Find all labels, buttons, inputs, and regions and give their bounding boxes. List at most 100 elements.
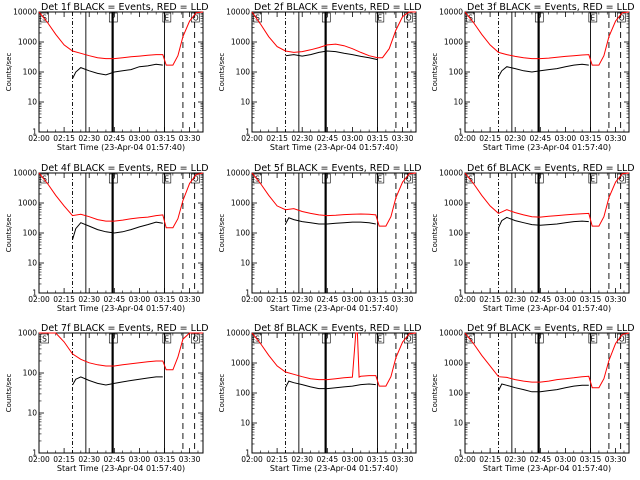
marker-letter: F <box>324 14 328 23</box>
x-tick-label: 03:00 <box>555 134 577 143</box>
x-tick-label: 03:00 <box>342 134 364 143</box>
marker-letter-box <box>253 12 262 23</box>
marker-letter-box <box>466 333 475 344</box>
marker-letter: O <box>193 335 199 344</box>
marker-letter-box <box>253 173 262 184</box>
x-tick-label: 03:00 <box>555 295 577 304</box>
marker-letter: O <box>619 335 625 344</box>
marker-letter-box <box>588 333 598 344</box>
x-tick-label: 02:00 <box>241 295 263 304</box>
marker-letter-box <box>40 173 49 184</box>
x-tick-label: 03:00 <box>342 455 364 464</box>
panel-title: Det 9f BLACK = Events, RED = LLD <box>467 323 635 334</box>
y-axis-label: Counts/sec <box>431 53 439 92</box>
y-tick-label: 1 <box>245 449 250 458</box>
y-tick-label: 10 <box>453 259 463 268</box>
y-axis-label: Counts/sec <box>218 53 226 92</box>
y-tick-label: 1000 <box>18 329 37 338</box>
marker-letter-box <box>375 173 385 184</box>
detector-panel: Det 5f BLACK = Events, RED = LLD 1 10 100 10… <box>218 163 422 313</box>
y-axis-label: Counts/sec <box>431 214 439 253</box>
y-tick-label: 100 <box>23 229 38 238</box>
x-tick-label: 03:30 <box>392 295 414 304</box>
x-axis-label: Start Time (23-Apr-04 01:57:40) <box>57 304 185 313</box>
x-axis-label: Start Time (23-Apr-04 01:57:40) <box>483 464 611 473</box>
y-tick-label: 1 <box>458 128 463 137</box>
marker-letter: F <box>537 335 541 344</box>
x-tick-label: 02:15 <box>266 134 288 143</box>
y-tick-label: 10 <box>453 98 463 107</box>
x-tick-label: 03:00 <box>342 295 364 304</box>
x-tick-label: 02:00 <box>454 134 476 143</box>
x-tick-label: 02:45 <box>103 295 125 304</box>
x-tick-label: 02:30 <box>78 455 100 464</box>
marker-letter: O <box>406 335 412 344</box>
y-tick-label: 100 <box>23 68 38 77</box>
panel-title: Det 6f BLACK = Events, RED = LLD <box>467 163 635 174</box>
y-axis-label: Counts/sec <box>218 374 226 413</box>
x-tick-label: 03:15 <box>580 134 602 143</box>
marker-letter: E <box>590 14 595 23</box>
marker-letter: E <box>164 335 169 344</box>
marker-letter-box <box>616 173 626 184</box>
marker-letter-box <box>253 333 262 344</box>
marker-letter-box <box>403 173 413 184</box>
series-red-line <box>251 11 416 59</box>
marker-letter: E <box>377 14 382 23</box>
y-tick-label: 100 <box>23 369 38 378</box>
detector-panel: Det 3f BLACK = Events, RED = LLD 1 10 100 10… <box>431 2 635 152</box>
y-axis-label: Counts/sec <box>5 374 13 413</box>
detector-panel: Det 4f BLACK = Events, RED = LLD 1 10 100 10… <box>5 163 209 313</box>
y-tick-label: 1000 <box>18 199 37 208</box>
series-black-line <box>72 221 163 240</box>
marker-letter-box <box>466 173 475 184</box>
y-tick-label: 10000 <box>439 8 463 17</box>
x-tick-label: 02:30 <box>504 455 526 464</box>
x-tick-label: 03:15 <box>154 295 176 304</box>
marker-letter-box <box>403 333 413 344</box>
x-axis-label: Start Time (23-Apr-04 01:57:40) <box>270 464 398 473</box>
y-tick-label: 10000 <box>439 329 463 338</box>
marker-letter-box <box>375 12 385 23</box>
marker-letter: O <box>406 175 412 184</box>
x-tick-label: 02:15 <box>479 295 501 304</box>
y-tick-label: 1000 <box>18 38 37 47</box>
marker-letter-box <box>321 333 331 344</box>
x-tick-label: 03:30 <box>605 134 627 143</box>
x-tick-label: 03:00 <box>555 455 577 464</box>
x-tick-label: 02:00 <box>28 295 50 304</box>
detector-panel: Det 7f BLACK = Events, RED = LLD 1 10 100 10… <box>5 323 209 473</box>
series-red-line <box>464 11 630 66</box>
panel-title: Det 7f BLACK = Events, RED = LLD <box>41 323 209 334</box>
marker-letter-box <box>534 333 544 344</box>
detector-panel: Det 6f BLACK = Events, RED = LLD 1 10 100 10… <box>431 163 635 313</box>
x-tick-label: 03:15 <box>154 134 176 143</box>
plot-frame <box>464 11 630 133</box>
y-tick-label: 100 <box>449 229 464 238</box>
x-tick-label: 03:15 <box>580 455 602 464</box>
series-red-line <box>464 172 630 227</box>
x-tick-label: 02:45 <box>103 134 125 143</box>
marker-letter: O <box>619 175 625 184</box>
marker-letter: F <box>111 14 115 23</box>
plot-frame <box>38 11 204 133</box>
x-tick-label: 02:30 <box>504 295 526 304</box>
marker-letter-box <box>190 333 200 344</box>
y-tick-label: 1000 <box>444 38 463 47</box>
marker-letter: O <box>406 14 412 23</box>
series-black-line <box>72 63 163 79</box>
marker-letter: S <box>42 14 47 23</box>
x-axis-label: Start Time (23-Apr-04 01:57:40) <box>270 143 398 152</box>
series-black-line <box>72 376 163 386</box>
marker-letter-box <box>321 12 331 23</box>
y-tick-label: 10 <box>240 98 250 107</box>
y-tick-label: 100 <box>236 229 251 238</box>
series-black-line <box>498 216 589 228</box>
x-tick-label: 03:30 <box>179 455 201 464</box>
plot-frame <box>38 332 204 454</box>
y-tick-label: 10000 <box>226 329 250 338</box>
series-red-line <box>251 332 417 387</box>
detector-panel: Det 2f BLACK = Events, RED = LLD 1 10 100 10… <box>218 2 422 152</box>
x-tick-label: 02:30 <box>78 134 100 143</box>
x-tick-label: 03:30 <box>392 455 414 464</box>
